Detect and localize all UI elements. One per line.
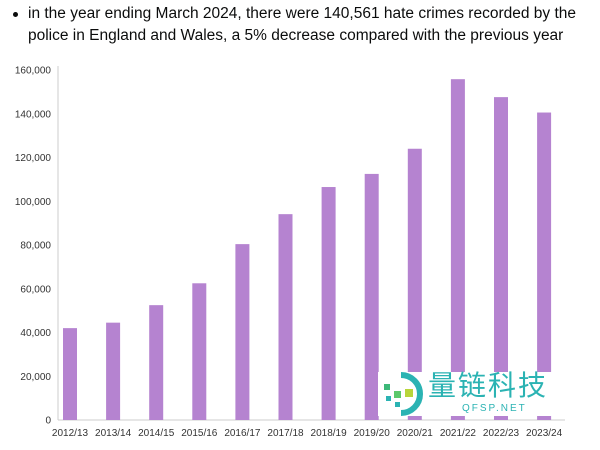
bullet-text: in the year ending March 2024, there wer…	[28, 5, 576, 44]
y-tick-label: 160,000	[15, 66, 52, 77]
bar-2021-22	[450, 79, 465, 420]
bar-2023-24	[537, 112, 552, 420]
watermark-url: QFSP.NET	[462, 403, 527, 414]
y-tick-label: 0	[45, 416, 51, 427]
x-tick-label: 2015/16	[181, 428, 218, 439]
bullet-point: in the year ending March 2024, there wer…	[12, 3, 598, 47]
bar-2018-19	[321, 187, 336, 420]
y-tick-label: 20,000	[20, 372, 51, 383]
x-tick-label: 2017/18	[267, 428, 304, 439]
bar-2012-13	[63, 328, 77, 420]
x-tick-label: 2016/17	[224, 428, 261, 439]
x-tick-label: 2019/20	[354, 428, 391, 439]
watermark-title: 量链科技	[428, 369, 549, 402]
x-tick-label: 2013/14	[95, 428, 132, 439]
bar-2022-23	[494, 97, 508, 420]
bar-2013-14	[106, 322, 121, 420]
y-tick-label: 140,000	[15, 109, 52, 120]
bullet-dot	[13, 12, 18, 17]
x-tick-label: 2021/22	[440, 428, 477, 439]
watermark-icon	[384, 372, 423, 416]
bar-2015-16	[192, 283, 207, 420]
x-tick-label: 2022/23	[483, 428, 520, 439]
bar-2017-18	[278, 214, 293, 420]
watermark-logo: 量链科技 QFSP.NET	[378, 369, 600, 416]
x-tick-label: 2012/13	[52, 428, 89, 439]
y-tick-label: 120,000	[15, 153, 52, 164]
y-tick-label: 100,000	[15, 197, 52, 208]
bar-2020-21	[407, 148, 422, 420]
bar-2014-15	[149, 305, 164, 420]
x-tick-label: 2020/21	[397, 428, 434, 439]
y-tick-label: 80,000	[20, 241, 51, 252]
y-tick-label: 40,000	[20, 328, 51, 339]
bar-2019-20	[364, 173, 379, 420]
x-tick-label: 2014/15	[138, 428, 175, 439]
bar-2016-17	[235, 244, 250, 420]
x-tick-label: 2018/19	[311, 428, 348, 439]
y-tick-label: 60,000	[20, 284, 51, 295]
x-tick-label: 2023/24	[526, 428, 563, 439]
